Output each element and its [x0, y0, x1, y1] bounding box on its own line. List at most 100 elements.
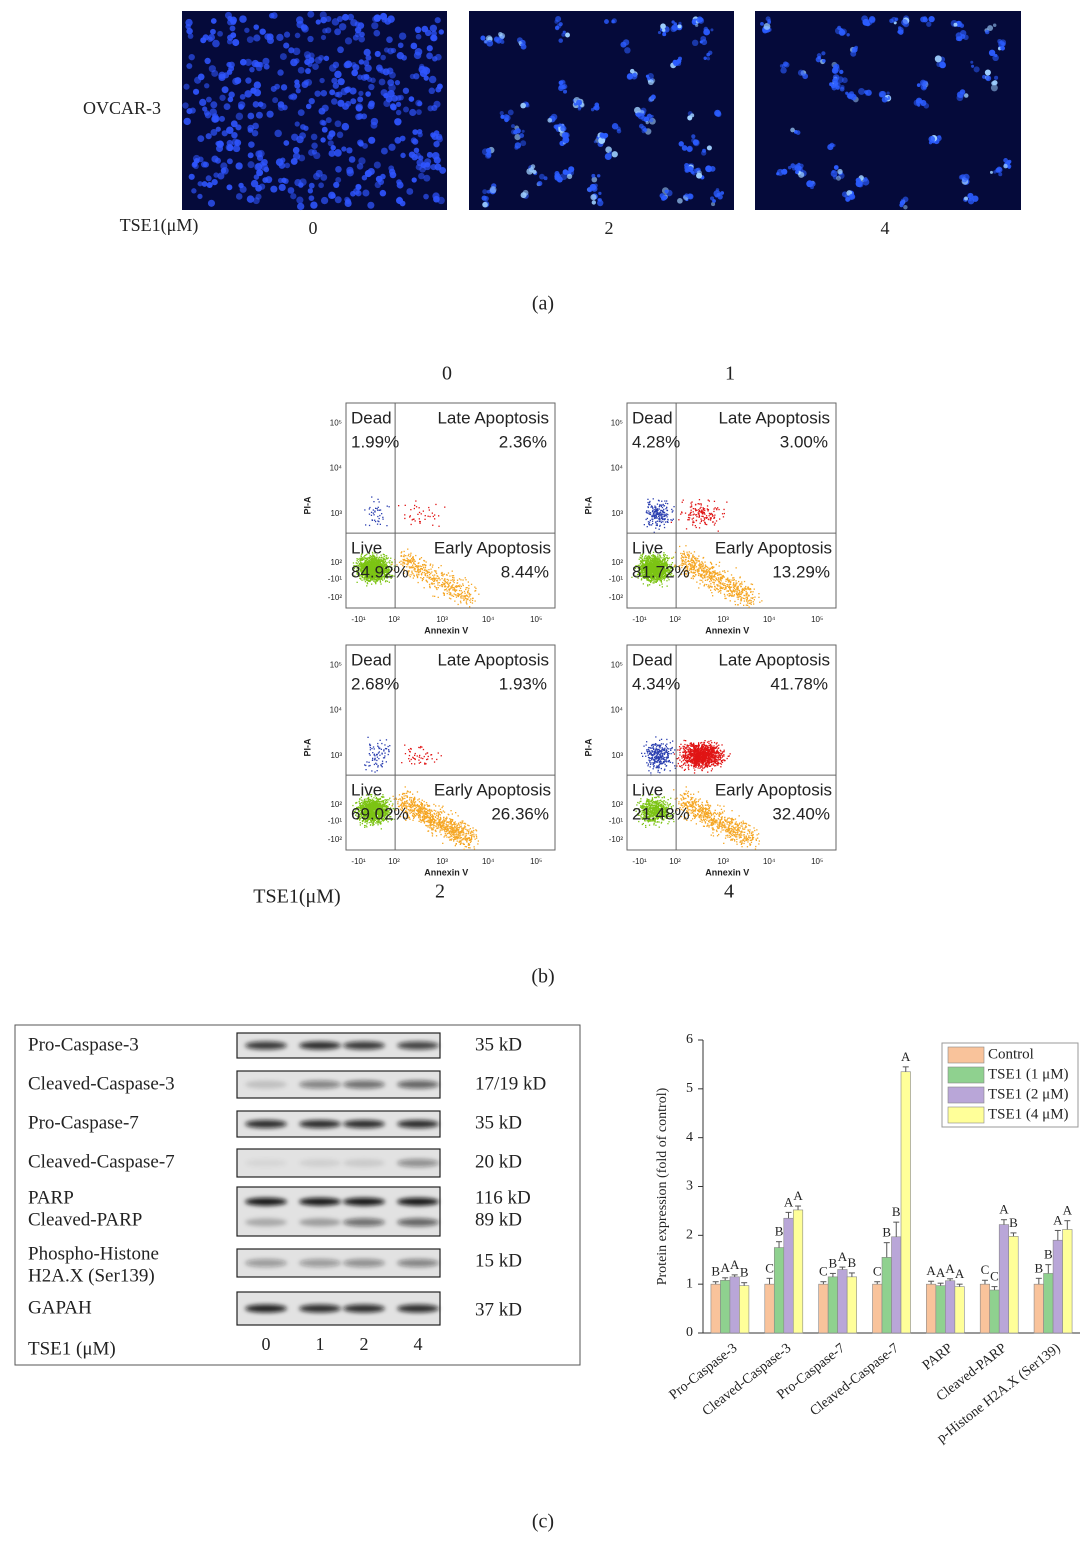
- event: [458, 585, 461, 588]
- nucleus: [657, 30, 662, 35]
- nucleus: [802, 73, 809, 80]
- event: [409, 555, 411, 558]
- event: [727, 590, 729, 592]
- nucleus: [337, 46, 344, 54]
- nucleus: [973, 66, 980, 73]
- nucleus: [336, 15, 344, 23]
- event: [474, 586, 476, 588]
- nucleus: [878, 92, 884, 98]
- quadrant-name: Live: [351, 539, 382, 558]
- event: [365, 563, 367, 565]
- event: [390, 557, 392, 559]
- nucleus: [228, 91, 235, 98]
- event: [652, 559, 654, 562]
- event: [368, 560, 371, 563]
- event: [726, 584, 728, 586]
- event: [428, 583, 431, 586]
- event: [694, 574, 697, 576]
- event: [411, 557, 413, 560]
- nucleus: [188, 173, 195, 180]
- event: [462, 597, 464, 599]
- nucleus: [259, 102, 267, 110]
- event: [649, 584, 651, 586]
- event: [422, 564, 424, 566]
- event: [730, 574, 733, 576]
- event: [691, 557, 693, 559]
- event: [379, 523, 381, 525]
- nucleus: [205, 133, 212, 140]
- event: [382, 559, 384, 561]
- nucleus: [307, 10, 315, 18]
- event: [372, 553, 374, 555]
- nucleus: [561, 80, 565, 84]
- event: [415, 554, 417, 557]
- event: [698, 587, 700, 589]
- event: [389, 565, 391, 567]
- nucleus: [332, 61, 340, 69]
- event: [758, 596, 760, 598]
- event: [383, 578, 385, 580]
- nucleus: [277, 177, 284, 184]
- event: [356, 562, 358, 565]
- event: [719, 571, 721, 573]
- event: [442, 592, 445, 594]
- event: [427, 515, 429, 517]
- nucleus: [291, 93, 298, 100]
- event: [382, 516, 384, 518]
- event: [718, 565, 720, 567]
- nucleus: [997, 38, 1002, 44]
- event: [460, 593, 462, 595]
- nucleus: [323, 55, 330, 62]
- event: [355, 562, 357, 564]
- event: [407, 548, 409, 550]
- nucleus: [345, 100, 352, 107]
- event: [411, 570, 413, 572]
- nucleus: [422, 67, 431, 75]
- event: [695, 566, 698, 568]
- event: [438, 582, 440, 584]
- event: [641, 558, 643, 560]
- nucleus: [226, 184, 233, 191]
- nucleus: [994, 75, 999, 80]
- nucleus: [963, 34, 969, 41]
- nucleus: [399, 135, 406, 142]
- nucleus: [599, 132, 605, 138]
- event: [708, 571, 710, 573]
- nucleus: [645, 120, 649, 125]
- event: [380, 554, 382, 556]
- nucleus: [832, 69, 837, 74]
- event: [374, 520, 377, 523]
- nucleus: [706, 56, 711, 61]
- event: [377, 498, 379, 500]
- event: [465, 579, 467, 581]
- event: [377, 520, 379, 522]
- event: [462, 595, 464, 597]
- nucleus: [239, 94, 246, 100]
- event: [723, 570, 726, 572]
- nucleus: [678, 21, 682, 25]
- nucleus: [763, 23, 771, 30]
- event: [424, 565, 427, 567]
- nucleus: [210, 28, 216, 35]
- nucleus: [370, 121, 378, 129]
- nucleus: [703, 56, 707, 60]
- event: [459, 587, 462, 589]
- event: [398, 505, 400, 507]
- nucleus: [320, 196, 329, 205]
- event: [690, 570, 692, 572]
- event: [660, 581, 663, 583]
- event: [381, 578, 383, 580]
- event: [697, 557, 699, 560]
- event: [744, 598, 746, 600]
- event: [445, 574, 448, 576]
- nucleus: [840, 84, 845, 90]
- nucleus: [426, 151, 433, 158]
- event: [444, 589, 447, 591]
- event: [416, 566, 418, 569]
- event: [369, 557, 371, 559]
- nucleus: [332, 82, 339, 89]
- x-tick-label: 10³: [436, 615, 448, 624]
- event: [750, 601, 752, 603]
- event: [454, 590, 456, 593]
- event: [466, 603, 468, 605]
